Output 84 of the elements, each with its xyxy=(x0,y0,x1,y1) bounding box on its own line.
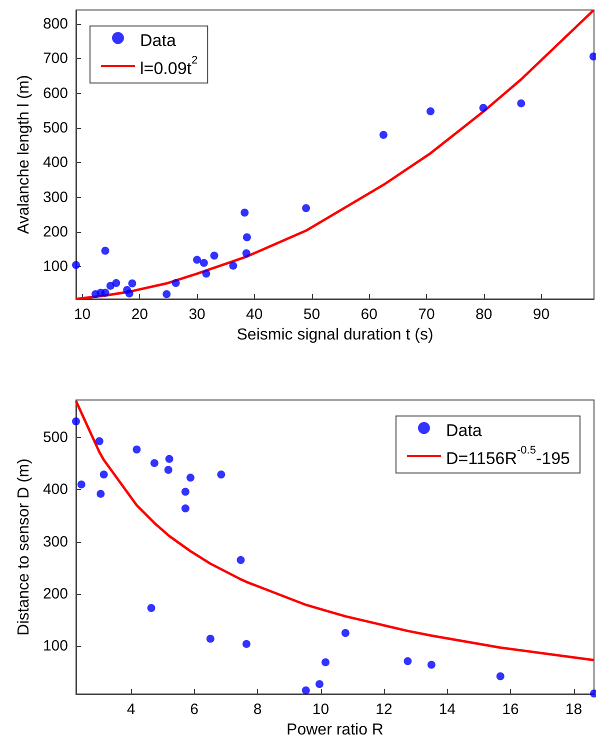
x-tick-label: 4 xyxy=(126,701,136,718)
point xyxy=(112,279,120,288)
y-tick-label: 700 xyxy=(42,50,68,68)
point xyxy=(302,204,310,212)
y-tick-label: 400 xyxy=(42,154,68,172)
point xyxy=(379,130,388,139)
y-tick-label: 200 xyxy=(42,585,68,602)
point xyxy=(202,270,210,278)
point xyxy=(496,672,504,680)
point xyxy=(193,256,202,264)
point xyxy=(240,208,249,217)
point xyxy=(242,249,250,258)
y-axis-title: Distance to sensor D (m) xyxy=(16,458,33,636)
x-tick-label: 8 xyxy=(253,701,262,718)
x-tick-label: 14 xyxy=(438,701,456,718)
point xyxy=(101,288,110,297)
x-tick-label: 80 xyxy=(476,306,492,323)
point xyxy=(150,459,158,468)
x-axis-title: Seismic signal duration t (s) xyxy=(236,326,434,344)
point xyxy=(164,466,172,474)
x-tick-label: 6 xyxy=(190,701,198,718)
point xyxy=(96,490,105,498)
point xyxy=(404,657,412,666)
x-tick-label: 50 xyxy=(303,306,320,323)
point xyxy=(200,258,208,267)
point xyxy=(181,488,190,496)
y-tick-label: 800 xyxy=(42,15,68,32)
point xyxy=(210,252,218,260)
point xyxy=(77,480,86,488)
y-tick-label: 500 xyxy=(42,429,68,446)
x-tick-label: 20 xyxy=(131,306,148,323)
x-axis-title: Power ratio R xyxy=(286,721,384,738)
point xyxy=(147,604,156,612)
legend-label: Data xyxy=(140,31,176,50)
x-tick-label: 10 xyxy=(312,701,330,718)
point xyxy=(162,290,171,298)
point xyxy=(302,686,310,694)
x-tick-label: 18 xyxy=(565,701,582,718)
point xyxy=(322,658,330,666)
point xyxy=(72,417,80,426)
point xyxy=(165,454,174,463)
point xyxy=(427,660,436,669)
legend-label: Data xyxy=(446,421,482,440)
point xyxy=(426,107,435,116)
point xyxy=(479,104,488,112)
point xyxy=(181,504,190,512)
point xyxy=(242,640,250,648)
point xyxy=(72,261,80,269)
point xyxy=(517,99,526,108)
y-tick-label: 300 xyxy=(42,188,68,206)
point xyxy=(172,279,180,288)
point xyxy=(229,262,238,270)
x-tick-label: 16 xyxy=(502,701,519,718)
y-tick-label: 400 xyxy=(42,481,68,498)
point xyxy=(186,474,194,482)
y-tick-label: 500 xyxy=(42,119,68,136)
x-tick-label: 12 xyxy=(376,701,392,718)
line-series xyxy=(74,9,595,300)
x-tick-label: 60 xyxy=(360,306,378,323)
point xyxy=(242,233,251,242)
point xyxy=(206,634,214,643)
y-tick-label: 300 xyxy=(42,533,68,550)
point xyxy=(316,680,324,688)
x-tick-label: 70 xyxy=(418,306,435,323)
x-tick-label: 40 xyxy=(246,306,263,323)
y-axis-title: Avalanche length l (m) xyxy=(16,75,33,234)
x-tick-label: 10 xyxy=(74,306,91,323)
point xyxy=(132,446,141,454)
y-tick-label: 100 xyxy=(42,258,68,276)
point xyxy=(341,629,350,638)
y-tick-label: 200 xyxy=(42,224,68,241)
point xyxy=(100,470,108,479)
point xyxy=(128,279,136,288)
y-tick-label: 600 xyxy=(42,84,68,102)
point xyxy=(125,289,134,298)
point xyxy=(217,470,226,479)
point xyxy=(101,246,110,255)
x-tick-label: 30 xyxy=(188,306,206,323)
y-tick-label: 100 xyxy=(42,638,68,655)
point xyxy=(236,556,245,564)
x-tick-label: 90 xyxy=(532,306,550,323)
line-series xyxy=(74,400,596,662)
point xyxy=(589,52,596,60)
point xyxy=(95,437,104,446)
